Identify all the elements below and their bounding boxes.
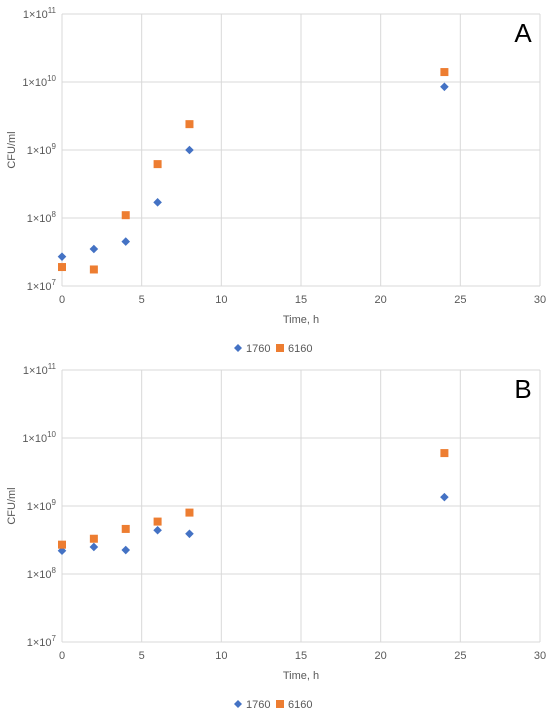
legend: 1760 6160 xyxy=(234,343,312,355)
point-6160 xyxy=(153,517,162,526)
chart-panel-b: 1×107 1×108 1×109 1×1010 1×1011 0 5 10 15 20 25 30 T… xyxy=(0,356,550,712)
point-1760 xyxy=(121,237,131,246)
x-axis-label: Time, h xyxy=(283,314,319,326)
point-6160 xyxy=(89,265,98,274)
point-1760 xyxy=(185,529,194,539)
y-tick-label: 1×1010 xyxy=(22,430,56,445)
x-tick-label: 15 xyxy=(295,294,307,306)
point-1760 xyxy=(440,82,449,92)
point-6160 xyxy=(440,449,449,458)
panel-label: B xyxy=(514,374,531,404)
y-tick-label: 1×1011 xyxy=(23,362,57,377)
legend-marker-1760 xyxy=(234,700,242,708)
point-6160 xyxy=(185,120,194,129)
x-tick-label: 20 xyxy=(375,294,387,306)
legend-label-6160: 6160 xyxy=(288,699,312,711)
point-1760 xyxy=(153,525,162,535)
x-tick-label: 5 xyxy=(139,294,145,306)
x-tick-label: 10 xyxy=(215,294,227,306)
y-tick-label: 1×107 xyxy=(27,278,57,293)
point-1760 xyxy=(57,252,67,261)
chart-svg-a: 1×107 1×108 1×109 1×1010 1×1011 0 5 10 15 20 25 30 T… xyxy=(6,6,546,355)
point-6160 xyxy=(121,524,130,533)
legend-label-6160: 6160 xyxy=(288,343,312,355)
legend: 1760 6160 xyxy=(234,699,312,711)
y-tick-label: 1×107 xyxy=(27,634,57,649)
legend-marker-1760 xyxy=(234,344,242,352)
point-1760 xyxy=(89,542,99,552)
point-6160 xyxy=(185,508,194,517)
point-1760 xyxy=(89,244,99,254)
legend-marker-6160 xyxy=(276,700,284,708)
point-1760 xyxy=(153,198,162,207)
y-tick-label: 1×109 xyxy=(27,498,57,513)
panel-label: A xyxy=(514,18,532,48)
x-axis-label: Time, h xyxy=(283,670,319,682)
chart-svg-b: 1×107 1×108 1×109 1×1010 1×1011 0 5 10 15 20 25 30 T… xyxy=(6,362,546,711)
y-tick-label: 1×109 xyxy=(27,142,57,157)
y-tick-label: 1×108 xyxy=(27,566,57,581)
y-tick-label: 1×1011 xyxy=(23,6,57,21)
point-6160 xyxy=(121,211,130,220)
x-tick-label: 5 xyxy=(139,650,145,662)
point-1760 xyxy=(185,145,194,155)
y-axis-label: CFU/ml xyxy=(6,131,18,168)
x-tick-label: 15 xyxy=(295,650,307,662)
point-6160 xyxy=(153,160,162,169)
chart-panel-a: 1×107 1×108 1×109 1×1010 1×1011 0 5 10 15 20 25 30 T… xyxy=(0,0,550,356)
x-tick-label: 30 xyxy=(534,294,546,306)
y-tick-label: 1×108 xyxy=(27,210,57,225)
legend-label-1760: 1760 xyxy=(246,343,270,355)
legend-label-1760: 1760 xyxy=(246,699,270,711)
point-1760 xyxy=(440,492,449,502)
point-6160 xyxy=(89,534,98,543)
y-tick-label: 1×1010 xyxy=(22,74,56,89)
x-tick-label: 25 xyxy=(454,294,466,306)
point-6160 xyxy=(58,540,66,549)
point-1760 xyxy=(121,545,131,555)
x-tick-label: 0 xyxy=(59,650,65,662)
point-6160 xyxy=(58,263,66,272)
x-tick-label: 25 xyxy=(454,650,466,662)
y-axis-label: CFU/ml xyxy=(6,487,18,524)
legend-marker-6160 xyxy=(276,344,284,352)
x-tick-label: 20 xyxy=(375,650,387,662)
x-tick-label: 10 xyxy=(215,650,227,662)
x-tick-label: 30 xyxy=(534,650,546,662)
point-6160 xyxy=(440,68,449,77)
x-tick-label: 0 xyxy=(59,294,65,306)
